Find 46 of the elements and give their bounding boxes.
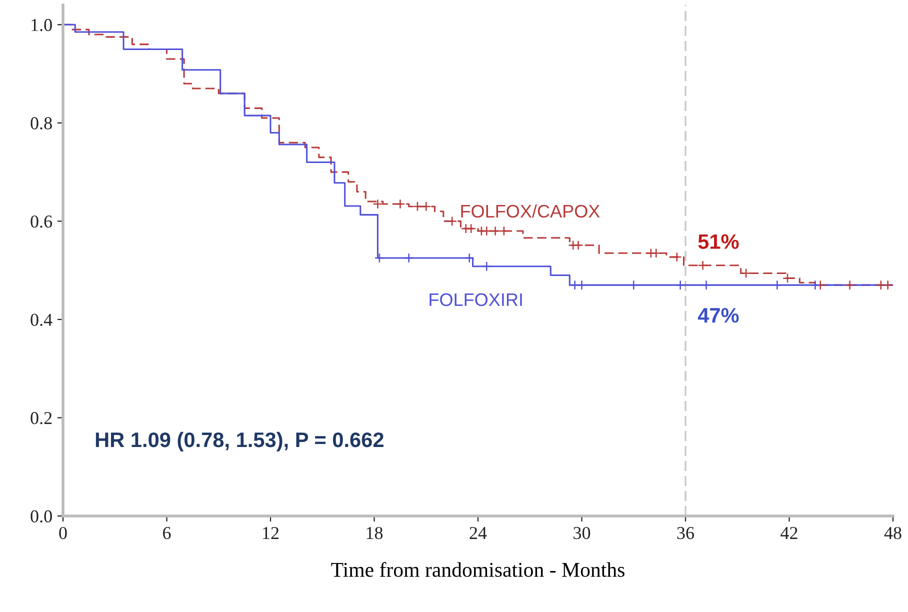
- x-axis-title: Time from randomisation - Months: [331, 562, 624, 577]
- point: [498, 226, 509, 236]
- point: [675, 280, 686, 290]
- x-tick-label: 36: [677, 526, 694, 540]
- x-tick-label: 42: [780, 526, 798, 539]
- x-tick-label: 18: [366, 526, 383, 540]
- point: [395, 198, 406, 210]
- y-tick-label: 0.6: [30, 215, 52, 228]
- y-tick-label: 0.0: [30, 510, 52, 523]
- point: [651, 248, 662, 258]
- x-tick-label: 48: [884, 526, 902, 540]
- point: [570, 280, 580, 290]
- annotation: 47%: [698, 308, 739, 323]
- point: [482, 226, 492, 236]
- series-label: FOLFOX/CAPOX: [461, 204, 600, 218]
- point: [482, 261, 492, 272]
- point: [412, 201, 422, 212]
- point: [701, 280, 712, 290]
- point: [464, 253, 474, 264]
- series-label: FOLFOXIRI: [430, 293, 522, 306]
- x-tick-label: 24: [470, 526, 487, 539]
- point: [421, 201, 432, 212]
- y-tick-label: 0.8: [30, 117, 52, 130]
- point: [772, 280, 782, 290]
- point: [672, 252, 682, 262]
- x-tick-label: 12: [263, 526, 279, 539]
- point: [490, 226, 500, 236]
- point: [698, 260, 708, 270]
- y-tick-label: 0.2: [30, 412, 52, 424]
- point: [810, 280, 820, 290]
- point: [466, 224, 476, 234]
- annotation: 51%: [698, 234, 739, 250]
- annotation: HR 1.09 (0.78, 1.53), P = 0.662: [96, 432, 384, 452]
- y-tick-label: 0.4: [30, 314, 52, 326]
- x-tick-label: 0: [59, 526, 67, 540]
- point: [372, 198, 383, 210]
- point: [876, 280, 886, 290]
- y-tick-label: 1.0: [32, 18, 52, 32]
- x-tick-label: 6: [163, 526, 171, 540]
- point: [628, 280, 639, 290]
- point: [374, 253, 384, 264]
- point: [882, 280, 893, 290]
- point: [576, 280, 587, 290]
- point: [404, 253, 414, 264]
- x-tick-label: 30: [574, 526, 590, 540]
- point: [844, 280, 855, 290]
